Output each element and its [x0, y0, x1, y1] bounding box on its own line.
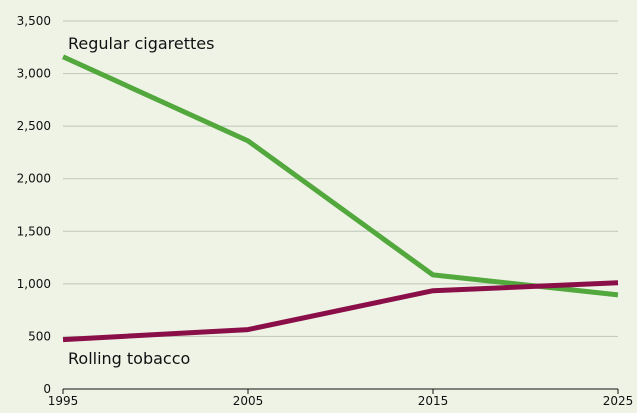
y-tick-label: 3,000 [17, 67, 51, 81]
y-tick-label: 2,500 [17, 119, 51, 133]
y-tick-label: 2,000 [17, 172, 51, 186]
series-label-rolling-tobacco: Rolling tobacco [68, 349, 190, 368]
y-tick-label: 500 [28, 329, 51, 343]
y-tick-label: 0 [43, 382, 51, 396]
y-tick-label: 1,500 [17, 224, 51, 238]
x-tick-label: 2025 [603, 394, 634, 408]
series-lines [61, 54, 619, 343]
x-tick-label: 1995 [48, 394, 79, 408]
x-tick-label: 2015 [418, 394, 449, 408]
series-label-regular-cigarettes: Regular cigarettes [68, 34, 214, 53]
y-tick-label: 1,000 [17, 277, 51, 291]
x-tick-label: 2005 [233, 394, 264, 408]
series-line-rolling-tobacco [62, 280, 619, 343]
gridlines [63, 20, 618, 337]
axes: 0 500 1,000 1,500 2,000 2,500 3,000 3,500 1995 20… [17, 14, 634, 408]
series-line-regular-cigarettes [61, 54, 619, 298]
y-tick-label: 3,500 [17, 14, 51, 28]
